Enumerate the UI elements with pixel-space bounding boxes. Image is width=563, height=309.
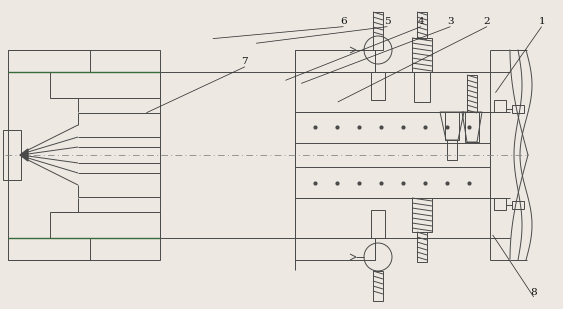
Text: 1: 1 [538,17,545,26]
Text: 8: 8 [530,287,537,297]
Bar [512,201,524,209]
Bar [465,112,479,142]
Text: 6: 6 [340,17,347,26]
Bar [447,140,457,160]
Bar [445,112,459,140]
Bar [373,12,383,50]
Bar [414,72,430,102]
Bar [512,105,524,113]
Bar [467,75,477,112]
Text: 7: 7 [242,57,248,66]
Text: 4: 4 [418,17,425,26]
Bar [494,100,506,112]
Bar [295,198,490,238]
Bar [3,130,21,180]
Bar [373,271,383,301]
Bar [295,72,490,112]
Bar [295,50,375,72]
Bar [371,210,385,238]
Text: 3: 3 [447,17,454,26]
Text: 2: 2 [484,17,490,26]
Bar [8,50,160,260]
Polygon shape [20,149,28,161]
Bar [412,38,432,72]
Bar [417,232,427,262]
Text: 5: 5 [384,17,391,26]
Bar [295,112,490,198]
Bar [412,198,432,232]
Bar [295,238,375,260]
Bar [494,198,506,210]
Bar [417,12,427,38]
Bar [371,72,385,100]
